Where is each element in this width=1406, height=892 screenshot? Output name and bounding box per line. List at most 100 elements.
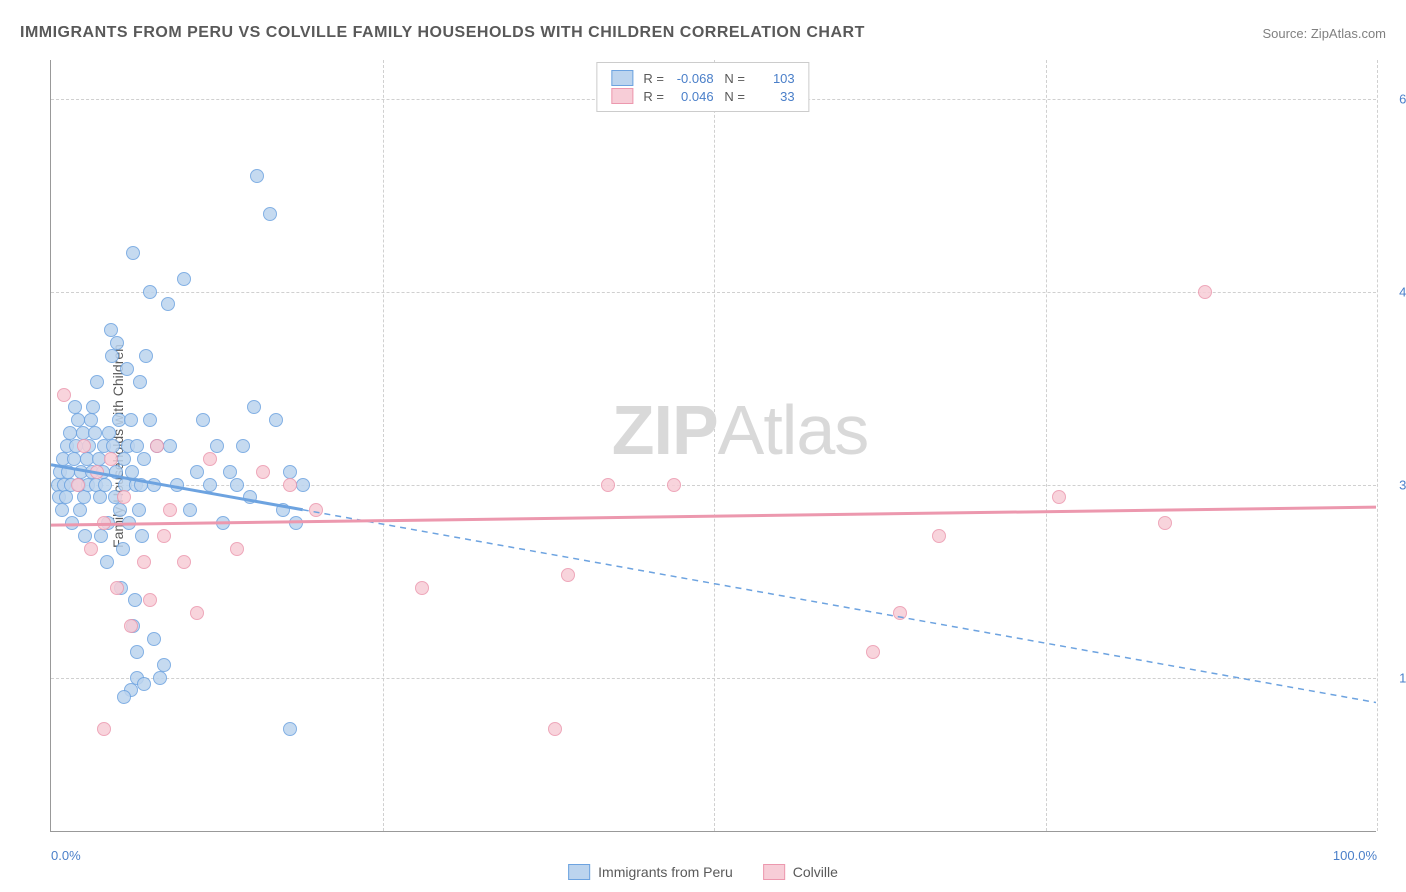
- scatter-marker: [77, 490, 91, 504]
- scatter-marker: [73, 503, 87, 517]
- watermark: ZIPAtlas: [612, 390, 869, 470]
- scatter-marker: [190, 606, 204, 620]
- scatter-marker: [55, 503, 69, 517]
- legend-swatch: [763, 864, 785, 880]
- scatter-marker: [116, 542, 130, 556]
- scatter-marker: [230, 542, 244, 556]
- scatter-marker: [124, 619, 138, 633]
- scatter-marker: [67, 452, 81, 466]
- scatter-marker: [126, 246, 140, 260]
- y-tick-label: 60.0%: [1399, 91, 1406, 106]
- scatter-marker: [667, 478, 681, 492]
- scatter-marker: [88, 426, 102, 440]
- scatter-marker: [1158, 516, 1172, 530]
- scatter-marker: [93, 490, 107, 504]
- scatter-marker: [276, 503, 290, 517]
- legend-series-label: Colville: [793, 864, 838, 880]
- scatter-marker: [296, 478, 310, 492]
- scatter-marker: [932, 529, 946, 543]
- scatter-marker: [137, 677, 151, 691]
- scatter-marker: [210, 439, 224, 453]
- scatter-marker: [117, 690, 131, 704]
- scatter-marker: [893, 606, 907, 620]
- scatter-marker: [283, 478, 297, 492]
- scatter-marker: [163, 439, 177, 453]
- grid-line-vertical: [714, 60, 715, 831]
- scatter-marker: [110, 581, 124, 595]
- scatter-marker: [77, 439, 91, 453]
- scatter-marker: [601, 478, 615, 492]
- scatter-marker: [230, 478, 244, 492]
- scatter-marker: [548, 722, 562, 736]
- legend-correlation-row: R = -0.068 N = 103: [611, 69, 794, 87]
- scatter-marker: [133, 375, 147, 389]
- scatter-marker: [63, 426, 77, 440]
- scatter-marker: [157, 529, 171, 543]
- scatter-marker: [157, 658, 171, 672]
- y-tick-label: 30.0%: [1399, 477, 1406, 492]
- scatter-marker: [61, 465, 75, 479]
- scatter-marker: [263, 207, 277, 221]
- scatter-marker: [106, 439, 120, 453]
- scatter-marker: [84, 413, 98, 427]
- legend-swatch: [611, 88, 633, 104]
- scatter-marker: [134, 478, 148, 492]
- scatter-marker: [84, 542, 98, 556]
- scatter-marker: [269, 413, 283, 427]
- scatter-marker: [71, 478, 85, 492]
- legend-series-item: Colville: [763, 864, 838, 880]
- scatter-marker: [57, 388, 71, 402]
- grid-line-vertical: [1377, 60, 1378, 831]
- x-tick-label: 0.0%: [51, 848, 81, 863]
- scatter-marker: [105, 349, 119, 363]
- scatter-marker: [109, 465, 123, 479]
- correlation-legend: R = -0.068 N = 103 R = 0.046 N = 33: [596, 62, 809, 112]
- scatter-marker: [170, 478, 184, 492]
- legend-correlation-text: R = -0.068 N = 103: [643, 71, 794, 86]
- scatter-marker: [250, 169, 264, 183]
- scatter-marker: [125, 465, 139, 479]
- scatter-marker: [196, 413, 210, 427]
- chart-plot-area: ZIPAtlas 15.0%30.0%45.0%60.0%0.0%100.0%: [50, 60, 1376, 832]
- y-tick-label: 45.0%: [1399, 284, 1406, 299]
- scatter-marker: [561, 568, 575, 582]
- legend-correlation-text: R = 0.046 N = 33: [643, 89, 794, 104]
- scatter-marker: [120, 362, 134, 376]
- scatter-marker: [247, 400, 261, 414]
- scatter-marker: [130, 439, 144, 453]
- scatter-marker: [190, 465, 204, 479]
- scatter-marker: [153, 671, 167, 685]
- scatter-marker: [177, 272, 191, 286]
- scatter-marker: [243, 490, 257, 504]
- grid-line-vertical: [383, 60, 384, 831]
- scatter-marker: [223, 465, 237, 479]
- scatter-marker: [309, 503, 323, 517]
- scatter-marker: [100, 555, 114, 569]
- scatter-marker: [161, 297, 175, 311]
- scatter-marker: [1198, 285, 1212, 299]
- legend-series-item: Immigrants from Peru: [568, 864, 733, 880]
- scatter-marker: [124, 413, 138, 427]
- scatter-marker: [203, 478, 217, 492]
- scatter-marker: [128, 593, 142, 607]
- scatter-marker: [104, 323, 118, 337]
- legend-swatch: [568, 864, 590, 880]
- scatter-marker: [177, 555, 191, 569]
- scatter-marker: [97, 722, 111, 736]
- scatter-marker: [132, 503, 146, 517]
- scatter-marker: [139, 349, 153, 363]
- scatter-marker: [90, 375, 104, 389]
- scatter-marker: [866, 645, 880, 659]
- scatter-marker: [415, 581, 429, 595]
- chart-title: IMMIGRANTS FROM PERU VS COLVILLE FAMILY …: [20, 24, 865, 42]
- scatter-marker: [86, 400, 100, 414]
- scatter-marker: [98, 478, 112, 492]
- legend-correlation-row: R = 0.046 N = 33: [611, 87, 794, 105]
- scatter-marker: [97, 516, 111, 530]
- scatter-marker: [143, 593, 157, 607]
- scatter-marker: [150, 439, 164, 453]
- scatter-marker: [130, 645, 144, 659]
- scatter-marker: [256, 465, 270, 479]
- y-tick-label: 15.0%: [1399, 670, 1406, 685]
- scatter-marker: [117, 490, 131, 504]
